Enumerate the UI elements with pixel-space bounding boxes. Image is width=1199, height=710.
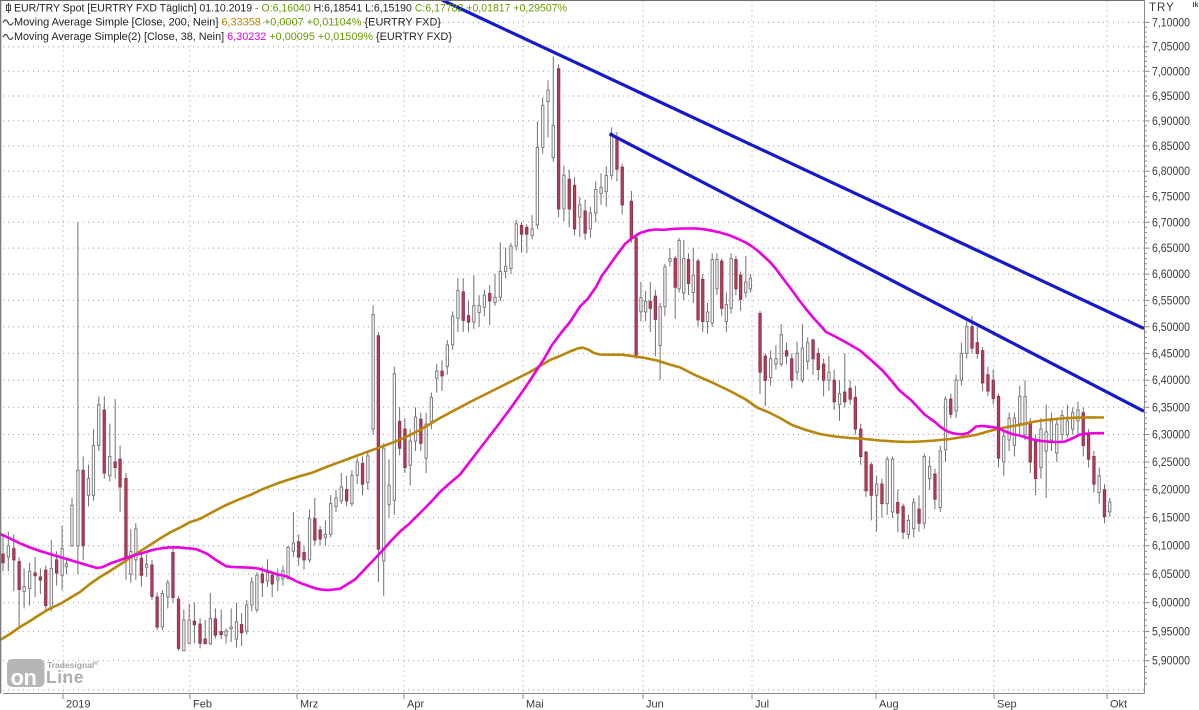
svg-text:6,35000: 6,35000 <box>1152 402 1190 414</box>
svg-text:Line: Line <box>46 667 84 687</box>
svg-text:6,10000: 6,10000 <box>1152 541 1190 553</box>
svg-text:6,90000: 6,90000 <box>1152 116 1190 128</box>
svg-text:Mrz: Mrz <box>300 699 318 710</box>
svg-text:on: on <box>11 665 37 690</box>
svg-text:6,15000: 6,15000 <box>1152 513 1190 525</box>
svg-text:Ik: Ik <box>1193 2 1199 9</box>
svg-text:6,70000: 6,70000 <box>1152 217 1190 229</box>
svg-text:Aug: Aug <box>879 699 899 710</box>
svg-text:Mai: Mai <box>526 699 544 710</box>
svg-text:Moving Average Simple [Close,: Moving Average Simple [Close, 200, Nein]… <box>14 17 441 29</box>
svg-text:7,00000: 7,00000 <box>1152 66 1190 78</box>
svg-text:Apr: Apr <box>407 699 424 710</box>
svg-text:6,65000: 6,65000 <box>1152 243 1190 255</box>
svg-text:5,90000: 5,90000 <box>1152 656 1190 668</box>
svg-text:5,95000: 5,95000 <box>1152 627 1190 639</box>
svg-text:Feb: Feb <box>193 699 212 710</box>
svg-text:6,30000: 6,30000 <box>1152 430 1190 442</box>
svg-text:Okt: Okt <box>1110 699 1127 710</box>
svg-text:6,00000: 6,00000 <box>1152 598 1190 610</box>
svg-text:Jun: Jun <box>646 699 664 710</box>
svg-text:TRY: TRY <box>1149 2 1175 14</box>
svg-text:6,55000: 6,55000 <box>1152 295 1190 307</box>
svg-text:6,95000: 6,95000 <box>1152 91 1190 103</box>
svg-text:2019: 2019 <box>66 699 90 710</box>
svg-text:6,25000: 6,25000 <box>1152 457 1190 469</box>
svg-text:6,05000: 6,05000 <box>1152 569 1190 581</box>
svg-text:EUR/TRY Spot [EURTRY FXD Tägl: EUR/TRY Spot [EURTRY FXD Täglich] 01.10.… <box>14 3 567 15</box>
svg-text:6,80000: 6,80000 <box>1152 166 1190 178</box>
svg-text:Tradesignal®: Tradesignal® <box>47 660 98 670</box>
svg-text:6,20000: 6,20000 <box>1152 485 1190 497</box>
svg-text:Moving Average Simple(2) [Clos: Moving Average Simple(2) [Close, 38, Nei… <box>14 31 452 43</box>
svg-text:6,50000: 6,50000 <box>1152 322 1190 334</box>
svg-text:6,75000: 6,75000 <box>1152 192 1190 204</box>
svg-text:6,60000: 6,60000 <box>1152 269 1190 281</box>
svg-text:6,85000: 6,85000 <box>1152 141 1190 153</box>
svg-text:7,10000: 7,10000 <box>1152 17 1190 29</box>
svg-text:Sep: Sep <box>997 699 1017 710</box>
svg-text:6,45000: 6,45000 <box>1152 348 1190 360</box>
svg-text:7,05000: 7,05000 <box>1152 42 1190 54</box>
svg-text:Jul: Jul <box>755 699 769 710</box>
svg-text:6,40000: 6,40000 <box>1152 375 1190 387</box>
